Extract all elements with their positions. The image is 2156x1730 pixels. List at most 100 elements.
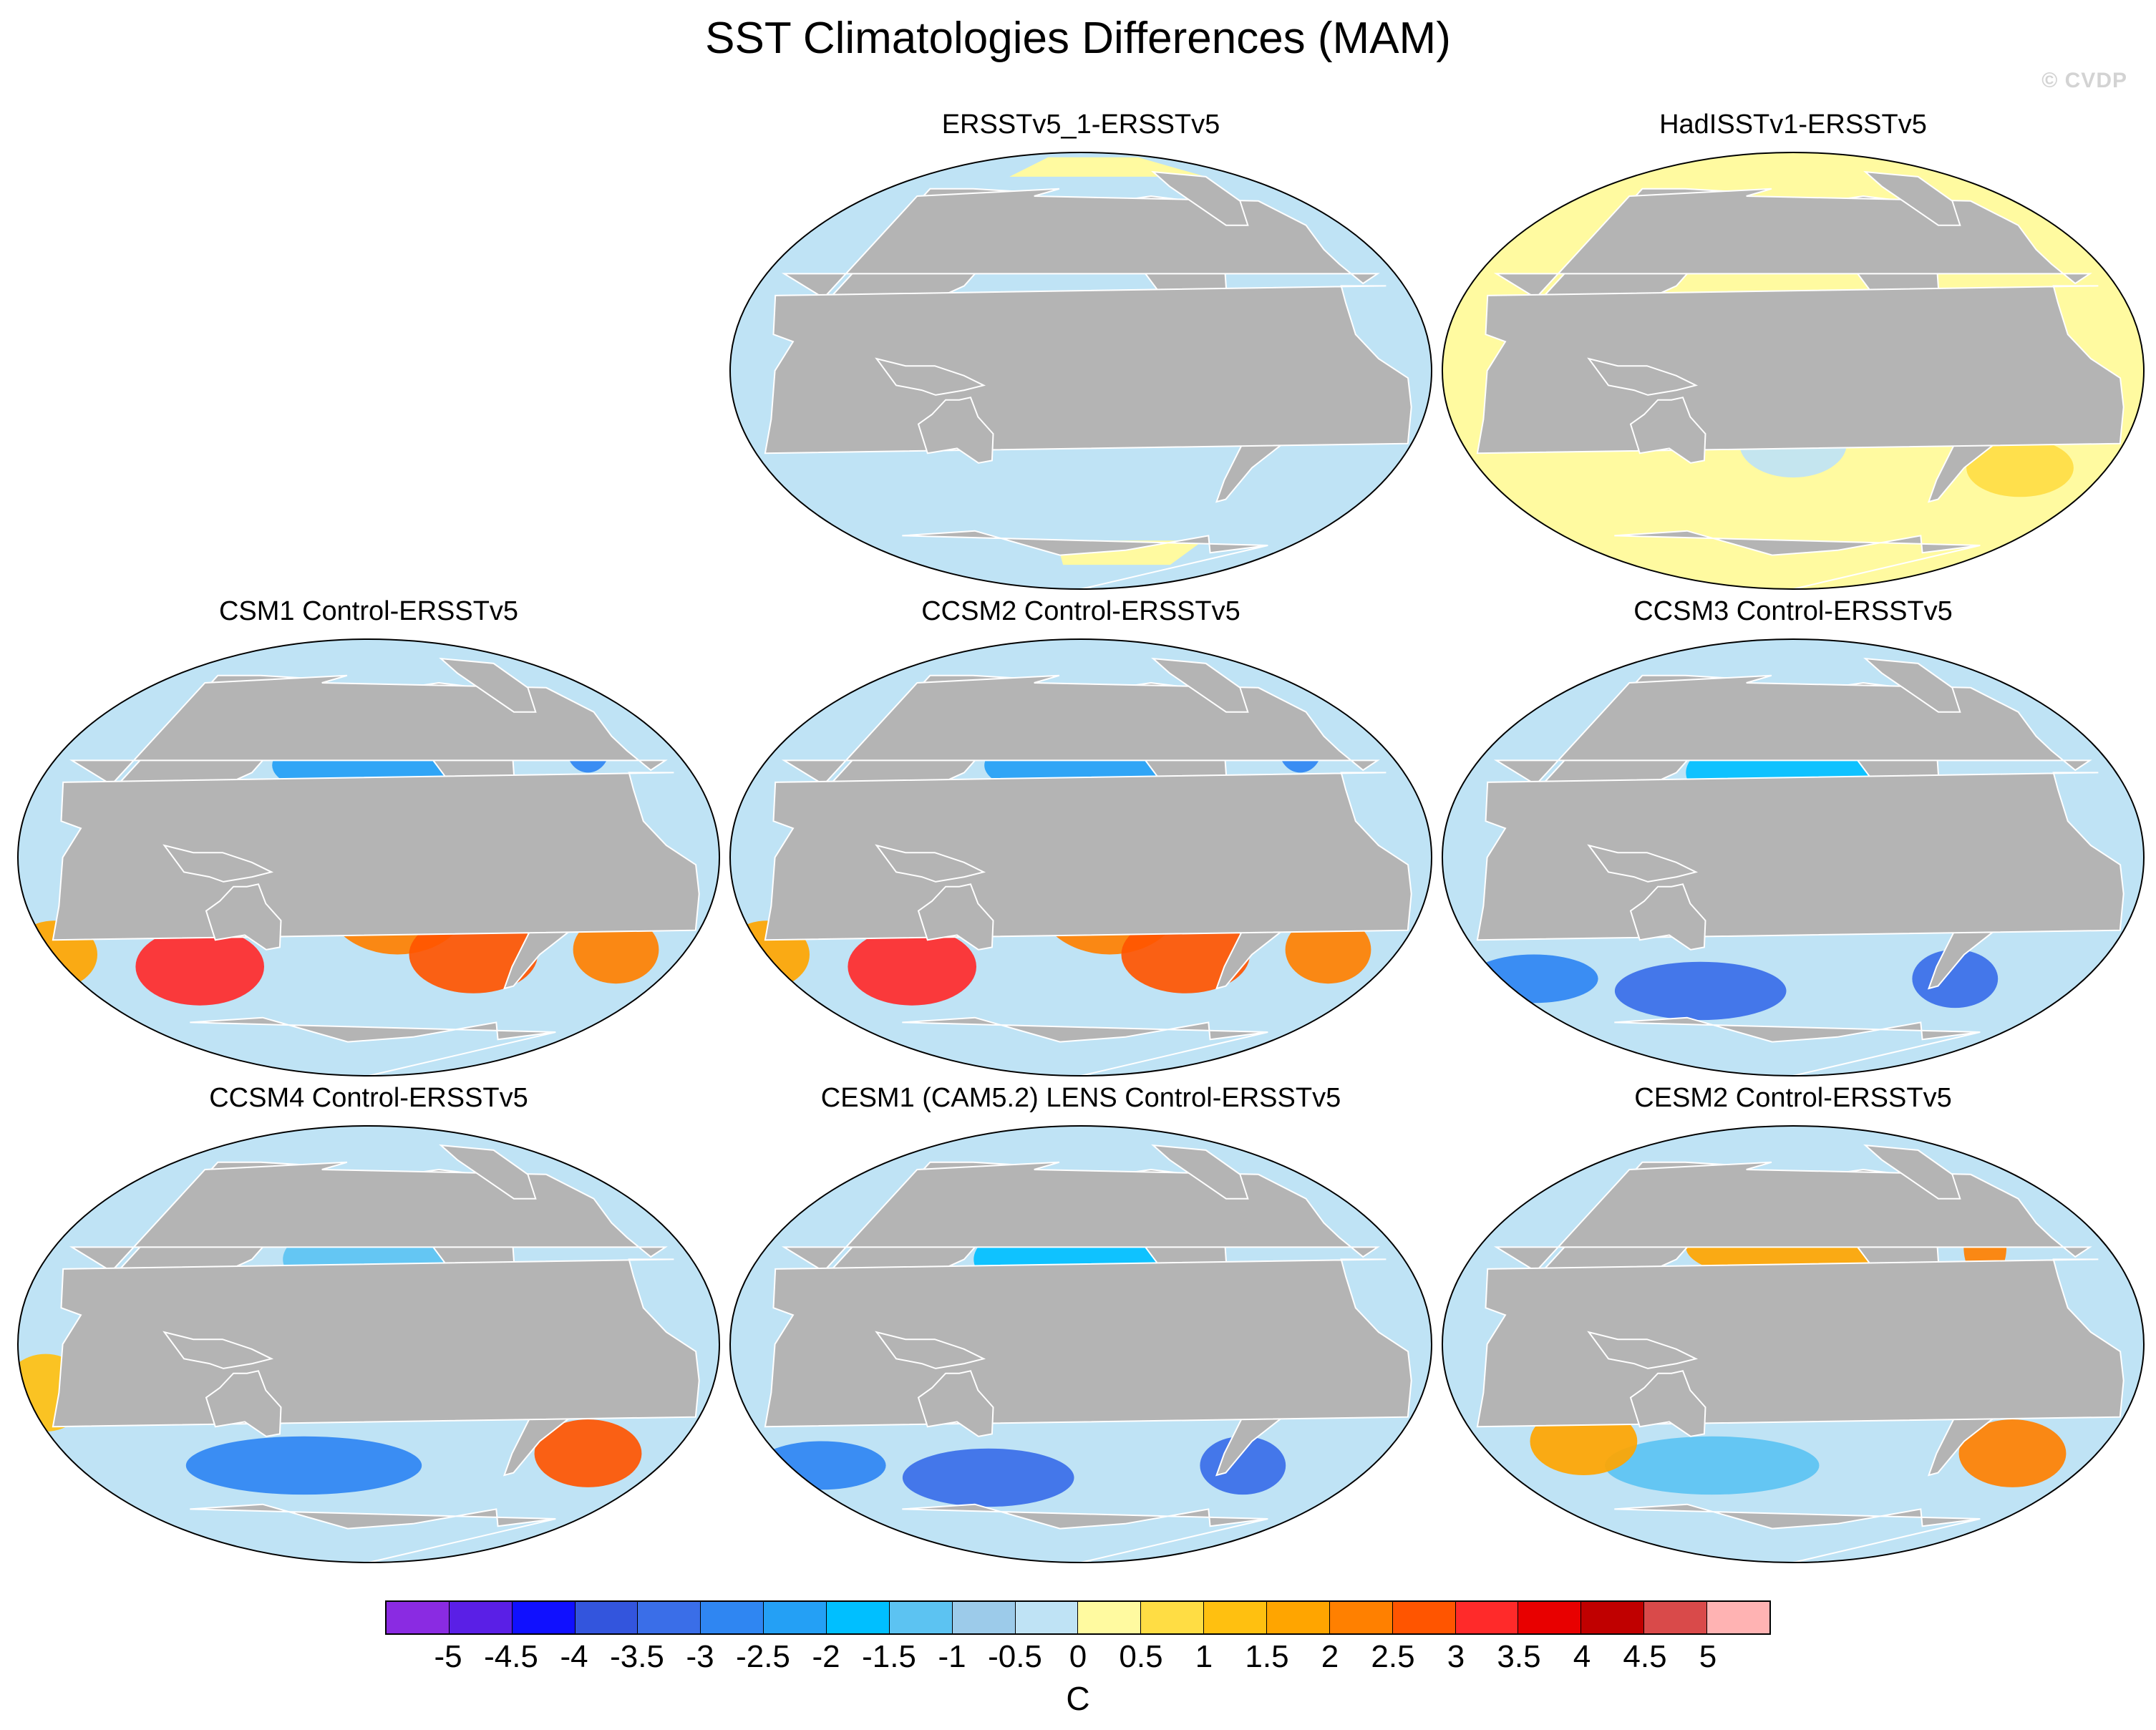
colorbar-swatch bbox=[638, 1602, 701, 1633]
colorbar-tick-label: 0 bbox=[1069, 1639, 1087, 1674]
colorbar-tick-label: 2.5 bbox=[1371, 1639, 1415, 1674]
anomaly-region bbox=[1200, 1436, 1286, 1495]
anomaly-region bbox=[1285, 915, 1371, 984]
land-australia bbox=[917, 1370, 994, 1437]
map-panel-ccsm4: CCSM4 Control-ERSSTv5 bbox=[11, 1081, 727, 1568]
colorbar-tick-label: 0.5 bbox=[1119, 1639, 1163, 1674]
cvdp-credit: © CVDP bbox=[2041, 69, 2127, 92]
land-africa bbox=[764, 285, 1412, 455]
colorbar-tick-label: -0.5 bbox=[988, 1639, 1042, 1674]
map-frame bbox=[1442, 638, 2145, 1077]
land-indonesia bbox=[1587, 357, 1699, 396]
land-indonesia bbox=[875, 1331, 986, 1369]
world-map bbox=[729, 638, 1432, 1077]
anomaly-region bbox=[185, 1436, 422, 1495]
land-africa bbox=[1476, 1258, 2125, 1428]
map-content bbox=[18, 639, 719, 1076]
land-greenland bbox=[1863, 1144, 1961, 1200]
land-greenland bbox=[1151, 1144, 1249, 1200]
land-indonesia bbox=[162, 844, 274, 883]
map-content bbox=[1442, 639, 2144, 1076]
colorbar-tick-label: -4 bbox=[560, 1639, 588, 1674]
colorbar-swatch bbox=[764, 1602, 827, 1633]
map-panel-csm1: CSM1 Control-ERSSTv5 bbox=[11, 594, 727, 1081]
map-content bbox=[1442, 152, 2144, 589]
panel-title: ERSSTv5_1-ERSSTv5 bbox=[941, 110, 1220, 140]
map-panel-cesm2: CESM2 Control-ERSSTv5 bbox=[1435, 1081, 2151, 1568]
land-australia bbox=[1629, 883, 1706, 951]
map-frame bbox=[17, 638, 720, 1077]
land-greenland bbox=[1151, 657, 1249, 713]
panel-title: CESM2 Control-ERSSTv5 bbox=[1634, 1083, 1952, 1113]
map-frame bbox=[729, 152, 1432, 590]
anomaly-region bbox=[573, 915, 659, 984]
colorbar-swatch bbox=[1455, 1602, 1519, 1633]
colorbar-tick-label: -3 bbox=[686, 1639, 714, 1674]
colorbar-swatch bbox=[952, 1602, 1016, 1633]
colorbar-tick-label: -3.5 bbox=[610, 1639, 664, 1674]
anomaly-region bbox=[1614, 961, 1787, 1021]
colorbar-tick-label: 3.5 bbox=[1497, 1639, 1541, 1674]
map-content bbox=[730, 1126, 1432, 1563]
land-greenland bbox=[1151, 170, 1249, 226]
land-antarctica bbox=[1614, 1016, 1981, 1076]
map-content bbox=[1442, 1126, 2144, 1563]
anomaly-region bbox=[757, 1441, 886, 1490]
land-australia bbox=[205, 883, 282, 951]
anomaly-region bbox=[1966, 438, 2074, 497]
land-indonesia bbox=[875, 844, 986, 883]
map-panel-ccsm3: CCSM3 Control-ERSSTv5 bbox=[1435, 594, 2151, 1081]
land-antarctica bbox=[190, 1503, 556, 1563]
colorbar-swatch bbox=[1707, 1602, 1769, 1633]
land-antarctica bbox=[902, 530, 1268, 589]
colorbar-tick-label: 1 bbox=[1195, 1639, 1213, 1674]
colorbar-swatch bbox=[1078, 1602, 1142, 1633]
anomaly-region bbox=[1958, 1419, 2067, 1487]
world-map bbox=[729, 152, 1432, 590]
map-content bbox=[730, 639, 1432, 1076]
land-antarctica bbox=[190, 1016, 556, 1076]
land-indonesia bbox=[162, 1331, 274, 1369]
figure-title: SST Climatologies Differences (MAM) bbox=[705, 14, 1451, 63]
colorbar bbox=[385, 1600, 1771, 1635]
map-content bbox=[730, 152, 1432, 589]
colorbar-swatch bbox=[449, 1602, 513, 1633]
anomaly-region bbox=[1605, 1436, 1820, 1495]
colorbar-swatch bbox=[1518, 1602, 1582, 1633]
colorbar-swatch bbox=[512, 1602, 576, 1633]
colorbar-tick-label: -1 bbox=[938, 1639, 966, 1674]
land-greenland bbox=[1863, 170, 1961, 226]
colorbar-tick-label: 2 bbox=[1321, 1639, 1339, 1674]
colorbar-tick-label: -1.5 bbox=[862, 1639, 916, 1674]
land-indonesia bbox=[1587, 844, 1699, 883]
colorbar-swatch bbox=[701, 1602, 764, 1633]
land-australia bbox=[205, 1370, 282, 1437]
anomaly-region bbox=[1121, 915, 1251, 993]
panel-title: HadISSTv1-ERSSTv5 bbox=[1659, 110, 1927, 140]
map-panel-cesm1-lens: CESM1 (CAM5.2) LENS Control-ERSSTv5 bbox=[723, 1081, 1439, 1568]
anomaly-region bbox=[534, 1419, 642, 1487]
colorbar-swatch bbox=[1644, 1602, 1708, 1633]
colorbar-swatch bbox=[1581, 1602, 1645, 1633]
land-australia bbox=[917, 397, 994, 464]
panel-title: CCSM3 Control-ERSSTv5 bbox=[1633, 596, 1953, 626]
map-frame bbox=[729, 1125, 1432, 1563]
anomaly-region bbox=[1470, 954, 1598, 1004]
land-greenland bbox=[439, 1144, 537, 1200]
land-greenland bbox=[1863, 657, 1961, 713]
land-africa bbox=[764, 1258, 1412, 1428]
colorbar-unit-label: C bbox=[1066, 1680, 1090, 1717]
map-frame bbox=[729, 638, 1432, 1077]
land-greenland bbox=[439, 657, 537, 713]
colorbar-tick-label: 4 bbox=[1573, 1639, 1591, 1674]
colorbar-swatch bbox=[889, 1602, 953, 1633]
land-antarctica bbox=[1614, 530, 1981, 589]
colorbar-tick-label: 3 bbox=[1447, 1639, 1465, 1674]
land-africa bbox=[764, 772, 1412, 941]
colorbar-swatch bbox=[1267, 1602, 1330, 1633]
world-map bbox=[1442, 152, 2145, 590]
map-frame bbox=[1442, 1125, 2145, 1563]
colorbar-tick-label: -4.5 bbox=[484, 1639, 538, 1674]
land-africa bbox=[1476, 285, 2125, 455]
panel-title: CESM1 (CAM5.2) LENS Control-ERSSTv5 bbox=[820, 1083, 1341, 1113]
